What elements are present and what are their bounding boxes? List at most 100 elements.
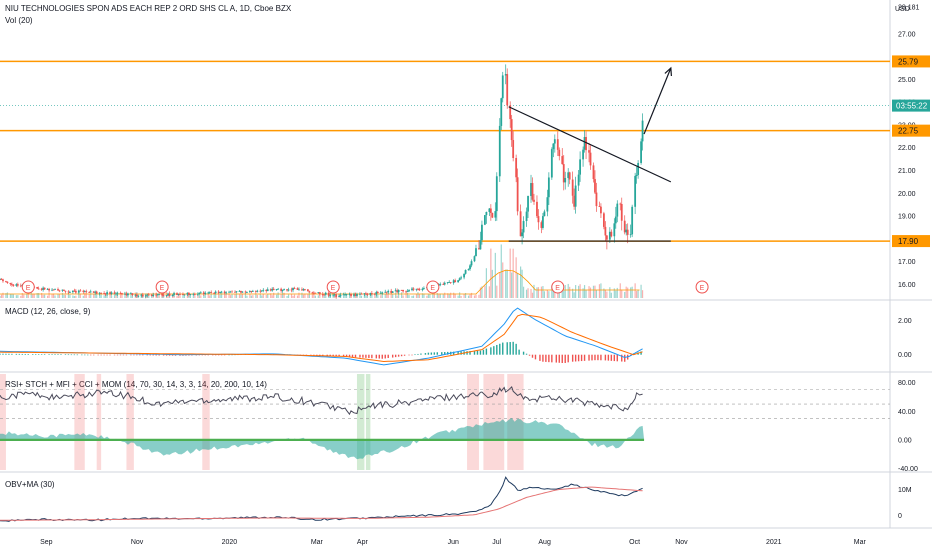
volume-bar (500, 244, 502, 298)
candle-body (495, 176, 498, 212)
volume-bar (317, 295, 319, 298)
macd-histogram-bar (460, 351, 462, 355)
macd-histogram-bar (368, 354, 370, 359)
macd-histogram-bar (580, 354, 583, 362)
volume-bar (110, 295, 113, 298)
candle-body (192, 293, 195, 295)
macd-histogram-bar (11, 353, 13, 355)
candle-body (522, 221, 525, 233)
volume-bar (381, 292, 383, 298)
candle-body (463, 273, 465, 278)
price-tick-label: 19.00 (898, 214, 916, 221)
volume-bar (283, 292, 285, 298)
candle-body (489, 208, 492, 213)
candle-body (553, 139, 556, 144)
volume-bar (277, 292, 279, 298)
volume-bar (57, 294, 59, 298)
macd-histogram-bar (509, 342, 511, 355)
candle-body (640, 141, 642, 163)
volume-bar (44, 294, 46, 298)
candle-body (238, 290, 241, 292)
macd-histogram-bar (310, 354, 312, 356)
candle-body (73, 290, 76, 292)
candle-body (231, 291, 233, 293)
volume-bar (530, 288, 532, 298)
candle-body (478, 248, 480, 250)
volume-bar (270, 293, 272, 298)
volume-bar (405, 292, 407, 298)
candle-body (592, 165, 595, 180)
candle-body (577, 174, 580, 186)
candle-body (568, 172, 571, 180)
candle-body (182, 294, 184, 296)
macd-histogram-bar (558, 354, 560, 363)
candle-body (196, 293, 199, 295)
candle-body (536, 201, 538, 217)
candle-body (46, 288, 49, 290)
volume-bar (398, 293, 400, 298)
candle-body (533, 199, 535, 202)
volume-bar (256, 294, 258, 298)
volume-bar (307, 294, 309, 298)
macd-histogram-bar (417, 353, 419, 355)
candle-body (552, 143, 555, 150)
volume-bar (82, 295, 84, 298)
volume-bar (531, 292, 534, 298)
candle-body (369, 293, 372, 295)
macd-histogram-bar (174, 354, 177, 356)
candle-body (598, 206, 601, 207)
macd-histogram-bar (217, 354, 220, 356)
candle-body (494, 211, 497, 218)
macd-histogram-bar (76, 354, 79, 356)
obv-series-line (0, 476, 643, 522)
volume-bar (280, 294, 282, 298)
macd-histogram-bar (158, 354, 160, 356)
macd-histogram-bar (60, 354, 62, 355)
candle-body (329, 294, 332, 296)
candle-body (141, 294, 144, 297)
macd-histogram-bar (51, 354, 53, 355)
volume-bar (585, 289, 587, 298)
macd-histogram-bar (313, 354, 315, 356)
volume-bar (459, 292, 461, 298)
candle-body (152, 294, 155, 296)
candle-body (293, 288, 296, 289)
candle-body (265, 289, 268, 292)
volume-bar (627, 287, 629, 298)
macd-histogram-bar (139, 354, 141, 356)
volume-bar (572, 288, 574, 298)
macd-histogram-bar (119, 354, 122, 356)
macd-histogram-bar (125, 354, 128, 356)
volume-bar (365, 293, 367, 298)
candle-body (547, 177, 550, 198)
macd-histogram-bar (531, 354, 534, 358)
chart-title: NIU TECHNOLOGIES SPON ADS EACH REP 2 ORD… (5, 4, 292, 13)
candle-body (155, 294, 158, 296)
oscillator-tick-label: 0.00 (898, 437, 912, 444)
macd-histogram-bar (64, 354, 67, 356)
candle-body (381, 292, 384, 294)
macd-histogram-bar (624, 354, 626, 362)
macd-histogram-bar (384, 354, 386, 359)
volume-bar (93, 294, 95, 298)
candle-body (564, 177, 567, 183)
volume-bar (88, 294, 90, 298)
candle-body (411, 288, 413, 291)
volume-bar (521, 269, 523, 298)
candle-body (250, 291, 253, 292)
time-axis: Sep Nov 2020 Mar Apr Jun Jul Aug Oct Nov 2021 Mar (40, 539, 866, 546)
macd-histogram-bar (444, 352, 446, 355)
macd-histogram-bar (113, 354, 116, 356)
candle-body (467, 269, 470, 271)
candle-body (616, 203, 619, 217)
volume-bar (598, 284, 601, 298)
volume-bar (543, 291, 546, 298)
macd-histogram-bar (430, 352, 433, 355)
candle-body (610, 231, 613, 237)
volume-bar (624, 291, 626, 298)
volume-bar (228, 293, 230, 298)
volume-bar (588, 286, 590, 298)
time-tick-label: 2020 (222, 539, 238, 546)
volume-bar (411, 295, 413, 298)
